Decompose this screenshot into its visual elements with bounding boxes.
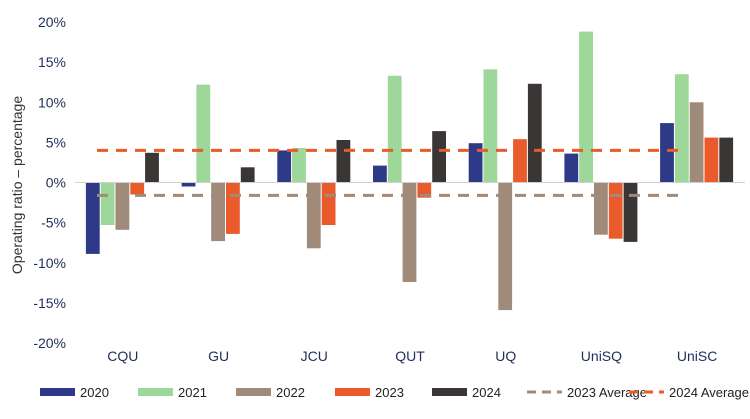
bar-2022-qut [402, 182, 417, 282]
legend-label-2020: 2020 [80, 385, 109, 400]
y-tick-label: 5% [46, 134, 66, 150]
bar-2021-qut [387, 75, 402, 183]
y-tick-label: -5% [41, 215, 66, 231]
bar-2020-uq [468, 143, 483, 183]
bar-2022-cqu [115, 182, 130, 230]
y-tick-label: -10% [33, 255, 66, 271]
bar-2023-jcu [321, 182, 336, 225]
y-tick-label: 10% [38, 94, 66, 110]
y-tick-label: 20% [38, 14, 66, 30]
bar-2021-unisc [674, 74, 689, 183]
y-tick-label: 0% [46, 175, 66, 191]
legend-swatch-2020 [40, 388, 75, 396]
bar-2022-gu [211, 182, 225, 242]
legend-swatch-2023 [335, 388, 370, 396]
category-label: UniSC [677, 348, 717, 364]
bar-2022-unisc [689, 102, 704, 183]
bar-2022-uq [498, 182, 513, 311]
legend-swatch-2024 [432, 388, 467, 396]
y-tick-label: -20% [33, 335, 66, 351]
bars [85, 31, 734, 311]
bar-2024-unisc [719, 137, 734, 183]
category-label: JCU [301, 348, 328, 364]
bar-2021-uq [483, 69, 498, 183]
bar-2020-qut [373, 165, 387, 183]
y-tick-label: -15% [33, 295, 66, 311]
bar-2023-unisc [704, 137, 719, 183]
legend: 2020 2021 2022 2023 2024 2023 Average 2024 Ave… [40, 385, 749, 400]
legend-label-2024: 2024 [472, 385, 501, 400]
legend-swatch-2021 [138, 388, 173, 396]
bar-2024-unisq [623, 182, 638, 242]
reference-lines [97, 148, 685, 197]
category-label: GU [208, 348, 229, 364]
legend-label-2023: 2023 [375, 385, 404, 400]
category-label: UQ [495, 348, 516, 364]
bar-2020-unisc [660, 123, 674, 183]
legend-swatch-2022 [236, 388, 271, 396]
bar-2021-gu [196, 84, 211, 183]
bar-2022-unisq [594, 182, 608, 235]
bar-2020-jcu [277, 150, 292, 183]
bar-2020-unisq [564, 153, 579, 183]
bar-2023-cqu [130, 182, 145, 195]
bar-2023-gu [226, 182, 240, 234]
bar-2022-jcu [306, 182, 321, 249]
legend-label-2022: 2022 [276, 385, 305, 400]
category-labels: CQU GU JCU QUT UQ UniSQ UniSC [107, 348, 717, 364]
y-tick-label: 15% [38, 54, 66, 70]
bar-2024-uq [527, 83, 542, 183]
category-label: QUT [395, 348, 425, 364]
category-label: CQU [107, 348, 138, 364]
category-label: UniSQ [581, 348, 622, 364]
bar-2024-qut [432, 131, 446, 183]
legend-label-2023-average: 2023 Average [567, 385, 647, 400]
bar-2021-cqu [100, 182, 115, 225]
bar-2024-jcu [336, 140, 351, 183]
bar-2020-cqu [85, 182, 100, 254]
bar-2020-gu [181, 182, 196, 187]
y-axis-label: Operating ratio – percentage [9, 96, 25, 274]
bar-2023-unisq [608, 182, 623, 239]
legend-label-2021: 2021 [178, 385, 207, 400]
bar-2023-uq [513, 139, 527, 183]
legend-label-2024-average: 2024 Average [669, 385, 749, 400]
y-axis-ticks: 20% 15% 10% 5% 0% -5% -10% -15% -20% [33, 14, 66, 351]
bar-2024-gu [240, 167, 255, 183]
bar-2021-jcu [292, 148, 306, 183]
bar-2021-unisq [579, 31, 593, 183]
bar-2024-cqu [145, 152, 159, 183]
